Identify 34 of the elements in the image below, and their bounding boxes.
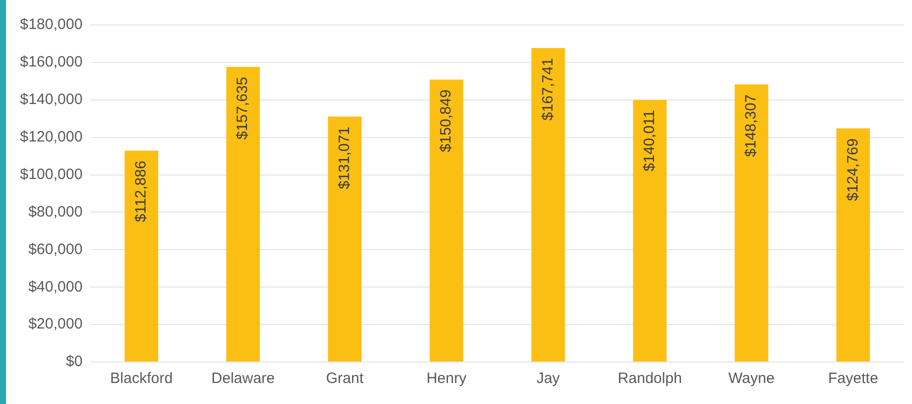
x-tick-label: Wayne <box>728 370 775 388</box>
bar <box>430 80 464 362</box>
data-label: $112,886 <box>132 160 150 222</box>
bar <box>531 48 565 362</box>
bar <box>328 116 362 362</box>
data-label: $157,635 <box>234 76 252 140</box>
data-label: $150,849 <box>438 90 455 152</box>
y-tick-label: $60,000 <box>28 240 83 258</box>
data-label: $167,741 <box>539 58 556 121</box>
y-tick-label: $180,000 <box>20 16 83 34</box>
x-tick-label: Grant <box>326 370 364 388</box>
data-label: $148,307 <box>742 94 760 157</box>
y-tick-label: $100,000 <box>20 166 83 183</box>
y-tick-label: $0 <box>66 353 83 370</box>
x-tick-label: Jay <box>536 370 560 388</box>
y-tick-label: $160,000 <box>20 54 83 71</box>
bar <box>734 84 768 362</box>
y-tick-label: $140,000 <box>20 91 83 108</box>
data-label: $124,769 <box>844 138 862 201</box>
bar <box>226 66 260 362</box>
x-tick-label: Fayette <box>828 370 878 388</box>
y-tick-label: $20,000 <box>28 316 83 333</box>
y-tick-label: $80,000 <box>28 203 83 220</box>
y-tick-label: $40,000 <box>28 278 83 296</box>
x-tick-label: Randolph <box>618 370 682 388</box>
y-tick-label: $120,000 <box>20 128 83 146</box>
data-label: $140,011 <box>640 110 658 172</box>
bar <box>836 128 870 362</box>
x-tick-label: Blackford <box>110 370 173 388</box>
bar <box>633 100 667 362</box>
x-tick-label: Henry <box>426 370 467 388</box>
x-tick-label: Delaware <box>211 370 275 388</box>
bar <box>124 150 158 362</box>
data-label: $131,071 <box>336 126 353 190</box>
